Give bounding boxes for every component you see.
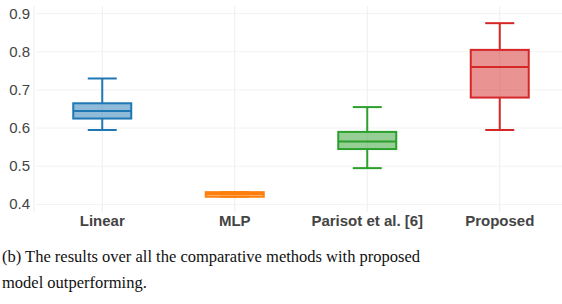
whisker-cap-max <box>485 22 514 24</box>
grid-line-x <box>367 6 368 212</box>
whisker-cap-max <box>353 106 382 108</box>
median <box>471 66 529 68</box>
x-tick-label: Parisot et al. [6] <box>311 212 423 229</box>
whisker-cap-min <box>353 167 382 169</box>
x-tick-label: Proposed <box>465 212 534 229</box>
y-tick-label: 0.5 <box>9 157 30 174</box>
median <box>206 193 264 195</box>
whisker-cap-min <box>88 129 117 131</box>
chart: 0.4 0.5 0.6 0.7 0.8 0.9 Linear MLP Parisot et al… <box>0 0 562 304</box>
whisker-lower <box>499 98 501 130</box>
x-tick-label: MLP <box>219 212 251 229</box>
y-tick-label: 0.6 <box>9 119 30 136</box>
grid-line <box>36 128 562 129</box>
y-tick-label: 0.9 <box>9 5 30 22</box>
caption: model outperforming. <box>2 273 147 292</box>
grid-line-x <box>499 6 500 212</box>
whisker-upper <box>101 78 103 103</box>
y-tick-label: 0.4 <box>9 195 30 212</box>
box <box>471 50 529 98</box>
box <box>338 132 396 149</box>
median <box>338 140 396 142</box>
whisker-cap-max <box>88 77 117 79</box>
grid-line <box>36 204 562 205</box>
median <box>73 110 131 112</box>
x-tick-label: Linear <box>80 212 125 229</box>
caption: (b) The results over all the comparative… <box>2 247 421 266</box>
y-tick-label: 0.8 <box>9 43 30 60</box>
whisker-cap-min <box>485 129 514 131</box>
y-axis-line <box>34 6 35 212</box>
grid-line-x <box>234 6 235 212</box>
box <box>206 192 264 197</box>
grid-line <box>36 166 562 167</box>
whisker-upper <box>366 107 368 132</box>
whisker-lower <box>366 149 368 168</box>
grid-line <box>36 13 562 14</box>
whisker-lower <box>101 119 103 130</box>
whisker-upper <box>499 23 501 50</box>
y-tick-label: 0.7 <box>9 81 30 98</box>
boxes <box>73 23 529 197</box>
box <box>73 103 131 118</box>
